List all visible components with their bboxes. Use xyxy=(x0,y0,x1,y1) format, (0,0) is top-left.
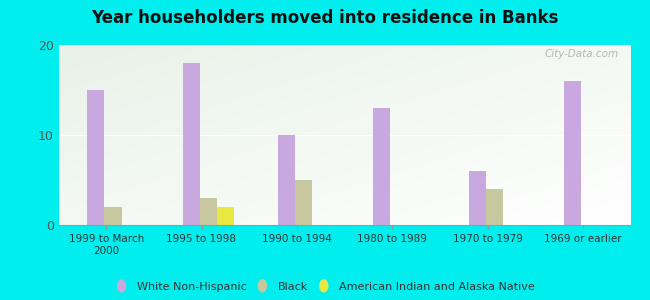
Bar xyxy=(564,81,581,225)
Bar xyxy=(469,171,486,225)
Text: Year householders moved into residence in Banks: Year householders moved into residence i… xyxy=(91,9,559,27)
Text: City-Data.com: City-Data.com xyxy=(545,49,619,58)
Legend: White Non-Hispanic, Black, American Indian and Alaska Native: White Non-Hispanic, Black, American Indi… xyxy=(112,279,538,294)
Bar xyxy=(183,63,200,225)
Bar xyxy=(373,108,391,225)
Bar xyxy=(105,207,122,225)
Bar xyxy=(486,189,503,225)
Bar xyxy=(87,90,105,225)
Bar xyxy=(278,135,295,225)
Bar xyxy=(200,198,217,225)
Bar xyxy=(217,207,234,225)
Bar xyxy=(295,180,312,225)
